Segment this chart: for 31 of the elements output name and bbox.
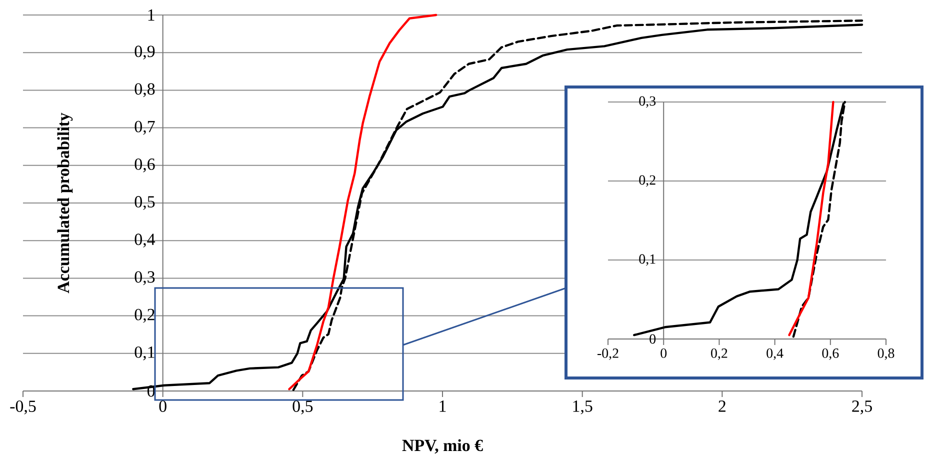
x-tick-label: 0,5 — [292, 400, 313, 414]
y-tick-label: 0,6 — [134, 158, 155, 172]
y-tick-label: 1 — [148, 9, 154, 21]
x-tick-label: 1,5 — [573, 400, 592, 414]
y-tick-label: 0,1 — [134, 346, 154, 360]
x-tick-label: -0,5 — [10, 400, 36, 414]
y-tick-label: 0,2 — [639, 175, 656, 187]
y-tick-label: 0,7 — [134, 120, 155, 135]
x-tick-label: 2,5 — [852, 400, 872, 414]
line-series — [788, 100, 834, 336]
line-series — [288, 14, 438, 390]
y-tick-label: 0,5 — [134, 196, 155, 210]
x-tick-label: 2 — [718, 400, 726, 412]
x-tick-label: 1 — [440, 400, 446, 412]
y-tick-label: 0,8 — [134, 83, 155, 98]
x-tick-label: -0,2 — [597, 348, 618, 360]
x-tick-label: 0 — [660, 348, 667, 358]
x-axis-title: NPV, mio € — [402, 439, 483, 454]
x-tick-label: 0,2 — [711, 348, 728, 360]
y-tick-label: 0 — [650, 334, 656, 344]
y-tick-label: 0,3 — [639, 96, 656, 108]
y-tick-label: 0,2 — [134, 308, 154, 323]
x-tick-label: 0 — [159, 400, 166, 412]
y-tick-label: 0,4 — [134, 234, 156, 248]
x-tick-label: 0,6 — [822, 348, 839, 360]
y-axis-title: Accumulated probability — [57, 112, 73, 294]
x-tick-label: 0,4 — [766, 348, 784, 360]
y-tick-label: 0,9 — [134, 46, 155, 60]
x-tick-label: 0,8 — [878, 348, 894, 360]
y-tick-label: 0,3 — [134, 271, 155, 286]
y-tick-label: 0,1 — [639, 254, 656, 266]
